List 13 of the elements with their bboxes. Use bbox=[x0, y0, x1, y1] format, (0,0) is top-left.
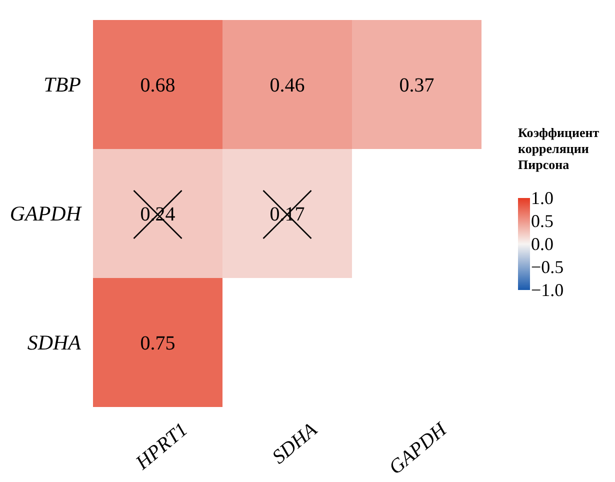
y-tick-label: SDHA bbox=[27, 330, 82, 354]
color-bar-label: −0.5 bbox=[531, 257, 564, 277]
data-label: 0.37 bbox=[399, 74, 434, 96]
color-bar-label: 0.0 bbox=[531, 234, 554, 254]
data-label: 0.68 bbox=[140, 74, 176, 96]
color-bar-title: Коэффициент корреляции Пирсона bbox=[518, 125, 600, 172]
color-bar-label: 0.5 bbox=[531, 211, 554, 231]
y-tick-label: TBP bbox=[44, 72, 82, 96]
data-label: 0.46 bbox=[270, 74, 305, 96]
color-bar-label: 1.0 bbox=[531, 188, 554, 208]
y-tick-label: GAPDH bbox=[10, 202, 83, 226]
data-label: 0.75 bbox=[140, 332, 176, 354]
color-bar-label: −1.0 bbox=[531, 280, 564, 300]
